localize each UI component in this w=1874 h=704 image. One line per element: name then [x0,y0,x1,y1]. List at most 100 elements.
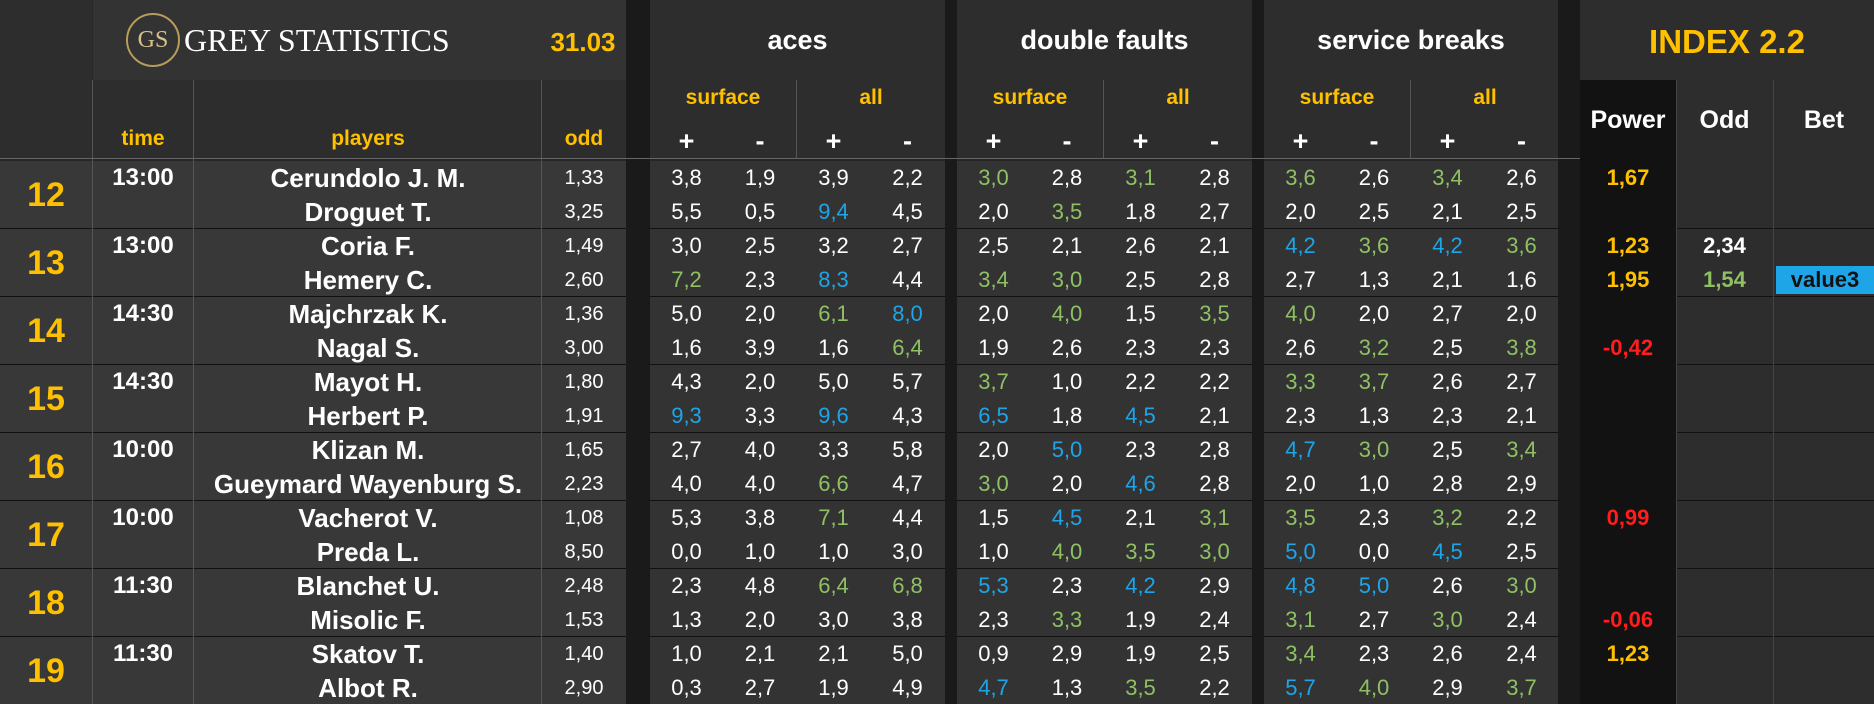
odd-bet-column-bg [1676,80,1874,704]
stat-value: 3,2 [1432,505,1463,530]
df-header-bg [957,0,1252,158]
gap-1 [626,0,650,704]
stat-value: 2,0 [1051,471,1083,496]
sub-surface-0: surface [685,86,761,109]
match-row-bg [0,433,626,501]
stat-value: 4,7 [978,675,1009,700]
grid-line [1264,296,1558,297]
stat-value: 4,0 [1285,301,1316,326]
stat-row-bg [957,297,1252,365]
stat-row-bg [957,501,1252,569]
stat-value: 1,5 [978,505,1009,530]
stat-value: 1,6 [1506,267,1537,292]
stat-value: 3,4 [978,267,1009,292]
stat-value: 2,0 [978,437,1009,462]
sub-surface-1: surface [992,86,1068,109]
stat-value: 2,7 [1199,199,1230,224]
player-odd: 8,50 [564,540,604,563]
player-odd: 1,33 [564,166,604,189]
grid-line [650,228,945,229]
player-name: Klizan M. [311,434,425,465]
stat-value: 8,3 [818,267,849,292]
stat-value: 2,6 [1432,641,1463,666]
match-number: 17 [27,515,65,554]
index-odd-value: 1,54 [1703,267,1746,292]
stat-value: 1,0 [744,539,776,564]
grid-line [1676,636,1874,637]
stat-value: 3,2 [818,233,849,258]
minus-sign: - [1517,125,1526,156]
grid-line [1676,364,1874,365]
match-time: 10:00 [112,436,174,463]
grid-line [1264,636,1558,637]
group-aces: aces [767,24,828,55]
plus-sign: + [985,125,1002,156]
stat-value: 2,6 [1506,165,1537,190]
stat-value: 2,6 [1285,335,1316,360]
match-row-bg [0,569,626,637]
stat-value: 1,3 [1358,267,1390,292]
bet-badge[interactable]: value3 [1776,266,1874,294]
stat-value: 2,6 [1432,369,1463,394]
stat-value: 2,2 [1125,369,1156,394]
grid-line [1773,80,1774,704]
stat-value: 3,7 [978,369,1009,394]
group-double-faults: double faults [1020,24,1189,55]
stat-value: 2,2 [1199,369,1230,394]
player-odd: 1,91 [564,404,604,427]
stat-value: 1,3 [671,607,702,632]
stat-row-bg [1264,433,1558,501]
grid-line [957,432,1252,433]
match-number: 12 [27,175,65,214]
stat-value: 2,9 [1051,641,1083,666]
player-odd: 1,40 [564,642,604,665]
stat-row-bg [1264,365,1558,433]
stat-value: 4,9 [892,675,923,700]
player-name: Gueymard Wayenburg S. [213,468,523,499]
gap-2 [945,0,957,704]
stat-value: 6,4 [818,573,849,598]
stat-value: 0,9 [978,641,1009,666]
player-odd: 2,90 [564,676,604,699]
stat-value: 2,1 [744,641,776,666]
column-header-left [93,80,626,158]
stat-value: 5,7 [1285,675,1316,700]
grid-line [0,568,626,569]
stat-value: 2,6 [1125,233,1156,258]
stat-value: 6,8 [892,573,923,598]
stat-value: 2,4 [1199,607,1230,632]
logo-icon: GS [126,13,180,67]
match-number: 18 [27,583,65,622]
stat-value: 2,1 [1051,233,1083,258]
stat-value: 2,3 [1125,437,1156,462]
stat-value: 3,0 [1051,267,1083,292]
stat-value: 4,2 [1125,573,1156,598]
match-row-bg [0,501,626,569]
stat-value: 2,7 [671,437,702,462]
stat-value: 1,3 [1051,675,1083,700]
stat-value: 1,0 [1358,471,1390,496]
match-time: 11:30 [112,572,174,599]
gap-3 [1252,0,1264,704]
index-title: INDEX 2.2 [1649,23,1805,60]
stat-value: 1,9 [818,675,849,700]
stat-value: 2,0 [1358,301,1390,326]
grid-line [650,500,945,501]
stat-value: 3,6 [1285,165,1316,190]
sb-header-bg [1264,0,1558,158]
stat-value: 3,6 [1506,233,1537,258]
stat-value: 3,0 [1506,573,1537,598]
sub-surface-2: surface [1299,86,1375,109]
stat-value: 2,5 [1199,641,1230,666]
stat-value: 3,5 [1125,539,1156,564]
grid-line [0,158,1580,159]
stat-value: 1,6 [671,335,702,360]
sub-all-2: all [1473,86,1497,109]
match-number: 19 [27,651,65,690]
grid-line [0,296,626,297]
grid-line [1264,500,1558,501]
stat-value: 4,5 [1432,539,1463,564]
player-odd: 1,08 [564,506,604,529]
player-name: Coria F. [321,230,415,261]
stat-value: 2,9 [1432,675,1463,700]
